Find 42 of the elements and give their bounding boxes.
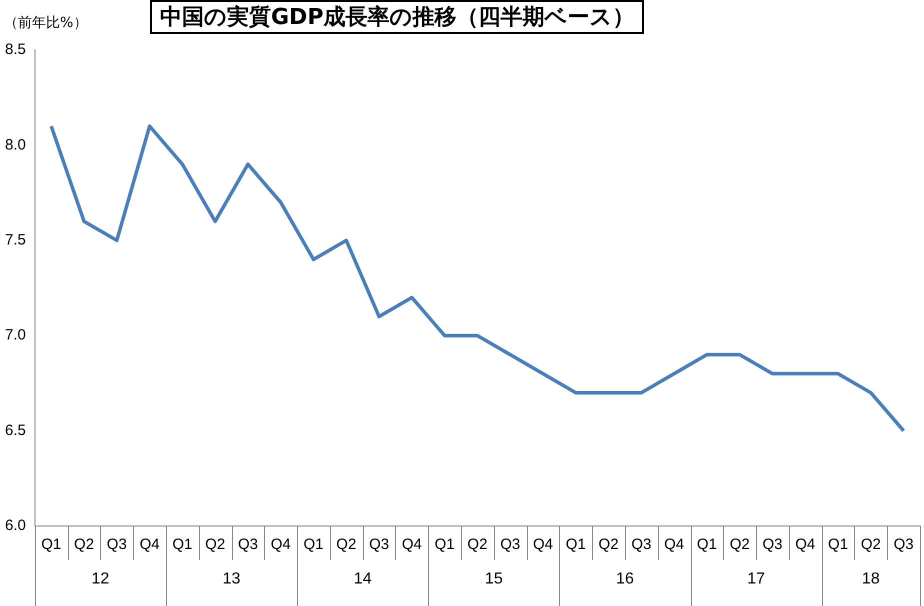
- x-tick-label: Q1: [566, 536, 586, 554]
- x-tick-label: Q1: [828, 536, 848, 554]
- x-tick-label: Q4: [532, 536, 553, 554]
- x-tick-label: Q4: [664, 536, 684, 554]
- x-tick-label: Q3: [106, 536, 127, 554]
- x-tick-label: Q2: [336, 536, 356, 554]
- x-tick-label: Q2: [860, 536, 881, 554]
- y-tick-label: 6.5: [4, 422, 26, 439]
- y-tick-label: 6.0: [4, 517, 26, 534]
- x-tick-label: Q4: [270, 536, 291, 554]
- x-tick-label: Q2: [205, 536, 226, 554]
- y-tick-label: 7.5: [4, 232, 26, 249]
- y-tick-label: 8.0: [4, 136, 26, 154]
- text: 14: [354, 570, 372, 588]
- x-tick-label: Q1: [41, 536, 62, 554]
- text: 16: [616, 570, 634, 588]
- x-tick-label: Q3: [238, 536, 258, 554]
- text: 13: [222, 570, 241, 588]
- x-tick-label: Q3: [500, 536, 520, 554]
- text: 12: [92, 570, 110, 588]
- text: 15: [484, 570, 503, 588]
- y-axis-title: （前年比%）: [4, 14, 88, 32]
- x-tick-label: Q2: [598, 536, 619, 554]
- x-tick-label: Q1: [304, 536, 324, 554]
- x-tick-label: Q4: [140, 536, 160, 554]
- chart-title: 中国の実質GDP成長率の推移（四半期ベース）: [150, 0, 644, 34]
- x-tick-label: Q4: [402, 536, 422, 554]
- y-tick-label: 7.0: [4, 326, 26, 344]
- y-tick-label: 8.5: [4, 41, 26, 58]
- x-tick-label: Q3: [369, 536, 390, 554]
- text: 18: [862, 570, 880, 588]
- x-tick-label: Q1: [434, 536, 455, 554]
- x-tick-label: Q3: [762, 536, 782, 554]
- x-tick-label: Q2: [730, 536, 750, 554]
- x-tick-label: Q4: [795, 536, 816, 554]
- x-tick-label: Q1: [696, 536, 717, 554]
- x-tick-label: Q3: [894, 536, 914, 554]
- x-tick-label: Q2: [74, 536, 94, 554]
- x-tick-label: Q2: [467, 536, 488, 554]
- x-tick-label: Q1: [172, 536, 192, 554]
- text: 17: [747, 570, 766, 588]
- x-tick-label: Q3: [631, 536, 652, 554]
